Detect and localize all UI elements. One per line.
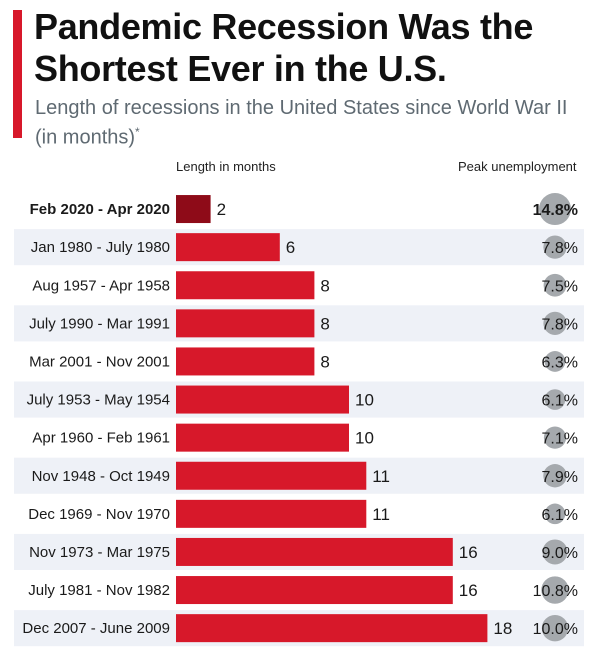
category-label: July 1953 - May 1954: [27, 392, 170, 409]
category-label: Feb 2020 - Apr 2020: [30, 201, 170, 218]
bar: [176, 271, 315, 300]
unemployment-label: 7.1%: [542, 431, 578, 448]
bar: [176, 576, 453, 605]
chart-title: Pandemic Recession Was the Shortest Ever…: [34, 6, 534, 89]
bar: [176, 347, 315, 376]
unemployment-bubble: [543, 235, 567, 259]
bar-value-label: 10: [355, 391, 374, 410]
bar: [176, 233, 280, 262]
bar: [176, 461, 367, 490]
category-label: Dec 2007 - June 2009: [22, 620, 170, 637]
unemployment-label: 10.8%: [533, 583, 578, 600]
unemployment-bubble: [544, 503, 566, 525]
bar-value-label: 6: [286, 238, 295, 257]
bar-value-label: 16: [459, 581, 478, 600]
bar-value-label: 18: [493, 619, 512, 638]
unemployment-bubble: [541, 614, 569, 642]
bar-value-label: 11: [372, 505, 390, 524]
unemployment-label: 6.1%: [542, 393, 578, 410]
unemployment-label: 7.5%: [542, 278, 578, 295]
unemployment-label: 7.9%: [542, 469, 578, 486]
bar: [176, 385, 349, 414]
bar: [176, 537, 453, 566]
bar: [176, 499, 367, 528]
bar-value-label: 2: [217, 200, 226, 219]
bar: [176, 423, 349, 452]
category-label: Jan 1980 - July 1980: [31, 239, 170, 256]
unemployment-bubble: [543, 426, 567, 449]
bar-value-label: 8: [320, 352, 329, 371]
unemployment-bubble: [539, 193, 571, 226]
bar-value-label: 10: [355, 429, 374, 448]
accent-bar: [13, 10, 22, 138]
category-label: July 1990 - Mar 1991: [29, 315, 170, 332]
unemployment-label: 10.0%: [533, 621, 578, 638]
chart-subtitle: Length of recessions in the United State…: [35, 96, 575, 150]
category-label: July 1981 - Nov 1982: [28, 582, 170, 599]
category-label: Apr 1960 - Feb 1961: [32, 430, 170, 447]
unemployment-bubble: [544, 351, 566, 372]
unemployment-label: 6.1%: [542, 507, 578, 524]
unemployment-bubble: [542, 539, 568, 565]
unemployment-bubble: [544, 389, 566, 410]
row-stripe: [14, 229, 584, 266]
unemployment-column-header: Peak unemployment: [458, 159, 577, 174]
bar-value-label: 16: [459, 543, 478, 562]
length-column-header: Length in months: [176, 159, 276, 174]
unemployment-bubble: [543, 311, 567, 335]
bar: [176, 309, 315, 338]
bar-value-label: 11: [372, 467, 390, 486]
unemployment-label: 9.0%: [542, 545, 578, 562]
unemployment-bubble: [541, 576, 569, 604]
category-label: Mar 2001 - Nov 2001: [29, 353, 170, 370]
category-label: Nov 1948 - Oct 1949: [32, 468, 170, 485]
unemployment-label: 7.8%: [542, 316, 578, 333]
unemployment-label: 14.8%: [533, 202, 578, 219]
unemployment-label: 6.3%: [542, 354, 578, 371]
category-label: Dec 1969 - Nov 1970: [28, 506, 170, 523]
bar: [176, 614, 488, 643]
category-label: Aug 1957 - Apr 1958: [32, 277, 170, 294]
bar-value-label: 8: [320, 314, 329, 333]
bar-value-label: 8: [320, 276, 329, 295]
unemployment-bubble: [543, 464, 567, 488]
bar: [176, 195, 211, 224]
category-label: Nov 1973 - Mar 1975: [29, 544, 170, 561]
unemployment-bubble: [543, 273, 567, 297]
subtitle-footnote-mark: *: [135, 125, 140, 139]
subtitle-text: Length of recessions in the United State…: [35, 97, 568, 149]
unemployment-label: 7.8%: [542, 240, 578, 257]
